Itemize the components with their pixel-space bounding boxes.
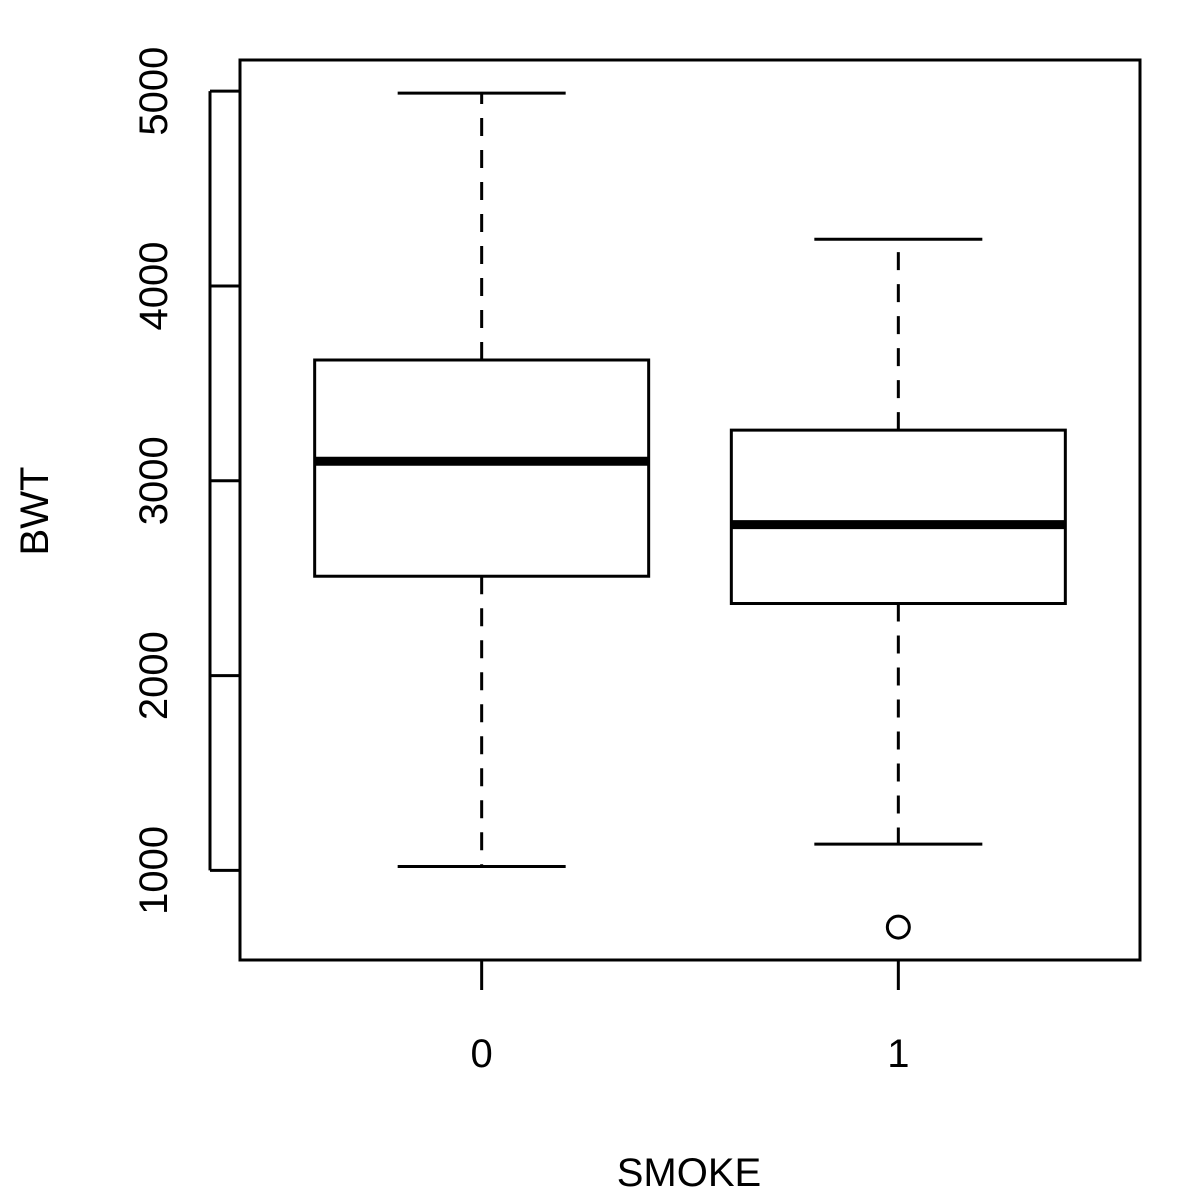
y-tick-label: 2000 bbox=[132, 631, 176, 720]
box-group-1 bbox=[729, 237, 1067, 940]
box-group-0 bbox=[313, 91, 651, 868]
boxes bbox=[313, 91, 1067, 940]
y-tick-label: 1000 bbox=[132, 826, 176, 915]
x-tick-label: 0 bbox=[471, 1032, 493, 1076]
iqr-box bbox=[313, 358, 651, 578]
outlier-point bbox=[885, 914, 911, 940]
x-tick-label: 1 bbox=[887, 1032, 909, 1076]
iqr-box bbox=[729, 428, 1067, 606]
x-axis-title: SMOKE bbox=[617, 1151, 761, 1195]
y-tick-label: 3000 bbox=[132, 436, 176, 525]
y-tick-label: 5000 bbox=[132, 47, 176, 136]
y-axis-title: BWT bbox=[13, 467, 57, 556]
y-tick-label: 4000 bbox=[132, 241, 176, 330]
y-axis: 1000 2000 3000 4000 5000 bbox=[132, 47, 240, 915]
plot-frame bbox=[238, 58, 1142, 962]
